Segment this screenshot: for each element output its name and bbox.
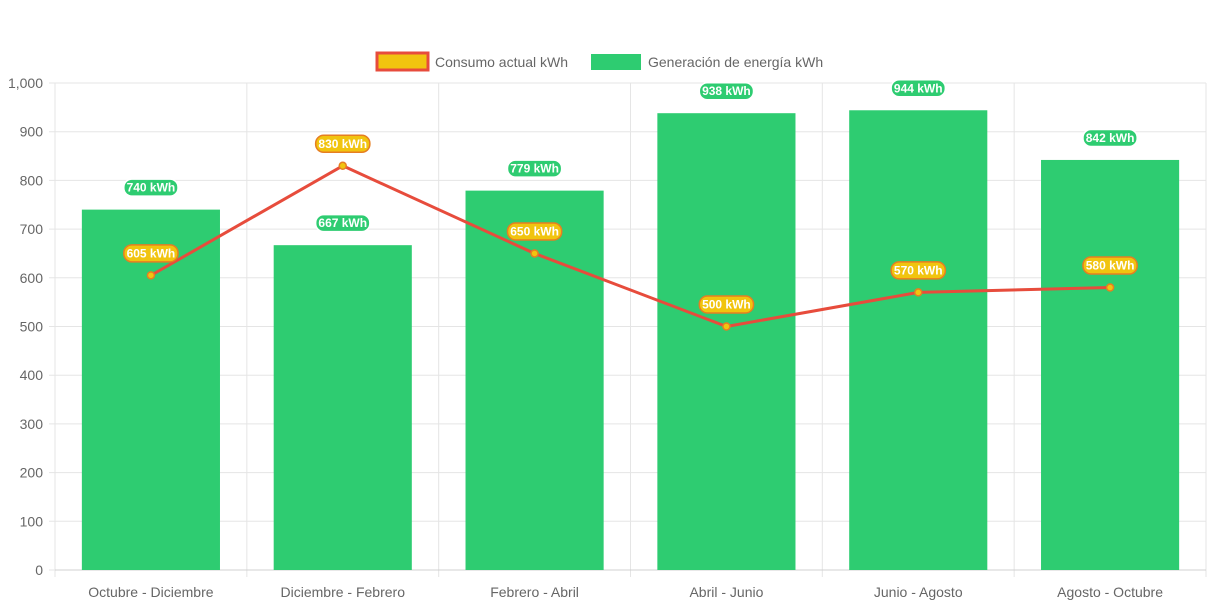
bar-data-label: 842 kWh	[1086, 131, 1135, 145]
x-category-label: Junio - Agosto	[874, 584, 963, 600]
bar-data-label: 944 kWh	[894, 81, 943, 95]
x-category-label: Abril - Junio	[689, 584, 763, 600]
line-data-label-bg	[890, 261, 947, 280]
line-data-label: 570 kWh	[894, 263, 943, 277]
line-point-consumo[interactable]	[722, 322, 731, 331]
bar-data-label-bg	[1082, 128, 1138, 148]
bar-data-label-bg	[314, 213, 371, 233]
x-axis-category-labels: Octubre - Diciembre Diciembre - Febrero Fe…	[88, 584, 1163, 600]
grid-lines	[49, 82, 1207, 577]
line-data-label: 830 kWh	[318, 137, 367, 151]
x-category-label: Febrero - Abril	[490, 584, 579, 600]
bar-generacion[interactable]	[849, 110, 988, 570]
line-data-label-bg	[123, 244, 179, 263]
y-tick-label: 300	[20, 416, 44, 432]
x-category-label: Diciembre - Febrero	[281, 584, 406, 600]
line-data-label: 580 kWh	[1086, 259, 1135, 273]
bar-generacion[interactable]	[81, 209, 220, 570]
bar-generacion[interactable]	[273, 245, 412, 570]
line-data-label: 605 kWh	[127, 246, 176, 260]
line-point-consumo[interactable]	[338, 161, 347, 171]
line-data-label-bg	[506, 222, 563, 241]
legend-label-generacion[interactable]: Generación de energía kWh	[648, 54, 823, 70]
line-data-label-bg	[698, 295, 755, 314]
bar-generacion[interactable]	[657, 113, 796, 570]
line-consumo	[150, 164, 1111, 328]
line-point-consumo[interactable]	[530, 249, 539, 258]
legend-label-consumo[interactable]: Consumo actual kWh	[435, 54, 568, 70]
bar-generacion[interactable]	[465, 190, 604, 570]
line-data-label-bg	[314, 134, 371, 154]
y-tick-label: 900	[20, 124, 44, 140]
bar-data-label: 740 kWh	[127, 181, 176, 195]
line-data-label: 650 kWh	[510, 224, 559, 238]
line-point-consumo[interactable]	[1105, 283, 1115, 292]
y-tick-label: 700	[20, 221, 44, 237]
y-axis-tick-labels: 0 100 200 300 400 500 600 700 800 900 1,000	[8, 75, 43, 578]
y-tick-label: 500	[20, 319, 44, 335]
line-point-consumo[interactable]	[146, 271, 156, 280]
legend[interactable]: Consumo actual kWh Generación de energía …	[375, 51, 823, 72]
data-labels: 740 kWh 667 kWh 779 kWh 938 kWh 944 kWh 842 k…	[123, 79, 1138, 314]
y-tick-label: 200	[20, 465, 44, 481]
x-category-label: Agosto - Octubre	[1057, 584, 1163, 600]
y-tick-label: 1,000	[8, 75, 43, 91]
bar-data-label: 938 kWh	[702, 84, 751, 98]
line-series	[146, 161, 1115, 331]
y-tick-label: 400	[20, 367, 44, 383]
x-category-label: Octubre - Diciembre	[88, 584, 213, 600]
bar-data-label: 779 kWh	[510, 162, 559, 176]
line-data-label-bg	[1082, 256, 1138, 275]
bar-data-label: 667 kWh	[318, 216, 367, 230]
bar-data-label-bg	[506, 159, 563, 178]
y-tick-label: 800	[20, 172, 44, 188]
bar-data-label-bg	[123, 178, 179, 197]
legend-swatch-generacion[interactable]	[591, 54, 641, 70]
y-tick-label: 100	[20, 513, 44, 529]
y-tick-label: 0	[35, 562, 43, 578]
y-tick-label: 600	[20, 270, 44, 286]
bar-generacion[interactable]	[1041, 159, 1180, 571]
bar-data-label-bg	[890, 79, 947, 98]
bar-data-label-bg	[698, 81, 755, 101]
line-point-consumo[interactable]	[914, 288, 923, 297]
line-data-label: 500 kWh	[702, 298, 751, 312]
legend-swatch-consumo[interactable]	[375, 51, 430, 72]
